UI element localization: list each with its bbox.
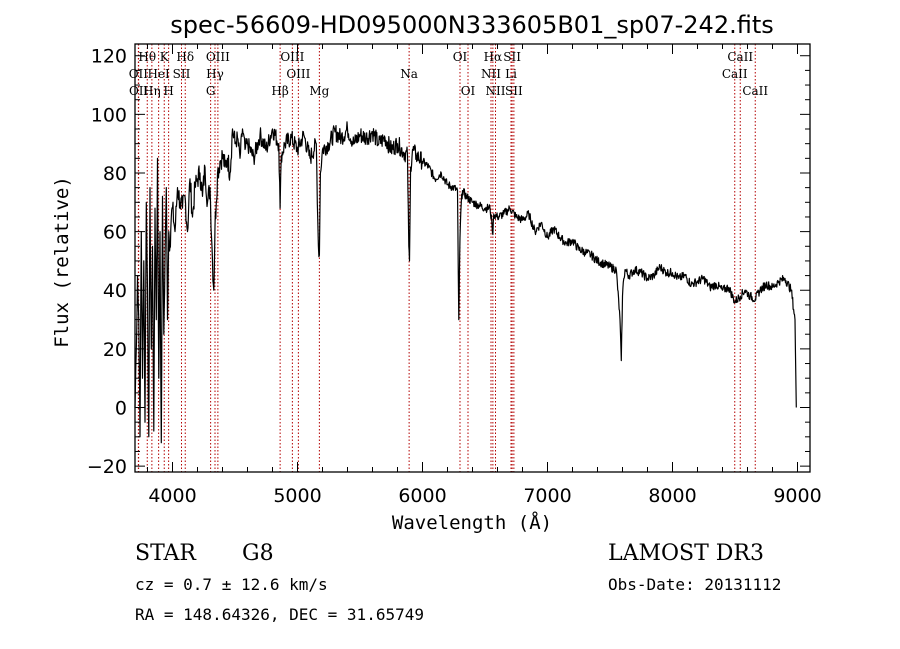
- marker-label-17: OI: [453, 50, 468, 64]
- y-tick-label: 60: [103, 222, 127, 244]
- y-tick-label: 120: [91, 46, 127, 68]
- marker-label-8: SII: [173, 67, 191, 81]
- marker-label-25: CaII: [727, 50, 753, 64]
- marker-label-3: Hη: [143, 84, 161, 98]
- survey-name: LAMOST DR3: [608, 541, 764, 566]
- y-tick-label: −20: [87, 456, 127, 478]
- marker-label-10: Hγ: [206, 67, 224, 81]
- y-ticks: −20 0 20 40 60 80 100 120: [87, 46, 810, 478]
- coords-text: RA = 148.64326, DEC = 31.65749: [135, 605, 424, 624]
- redshift-text: cz = 0.7 ± 12.6 km/s: [135, 575, 328, 594]
- marker-label-20: SII: [503, 50, 521, 64]
- obs-date-text: Obs-Date: 20131112: [608, 575, 781, 594]
- marker-label-7: Hδ: [176, 50, 194, 64]
- marker-label-27: CaII: [742, 84, 768, 98]
- y-tick-label: 100: [91, 104, 127, 126]
- y-tick-label: 40: [103, 280, 127, 302]
- marker-label-16: Na: [400, 67, 418, 81]
- marker-label-2: OII: [129, 84, 149, 98]
- marker-label-9: OIII: [206, 50, 230, 64]
- x-tick-label: 4000: [148, 485, 196, 507]
- marker-label-23: NII: [486, 84, 506, 98]
- marker-label-24: SII: [505, 84, 523, 98]
- y-tick-label: 20: [103, 339, 127, 361]
- marker-lines: [137, 44, 756, 472]
- marker-label-1: OII: [129, 67, 149, 81]
- marker-label-19: Hα: [484, 50, 503, 64]
- marker-label-22: Li: [505, 67, 517, 81]
- y-tick-label: 0: [115, 398, 127, 420]
- x-tick-label: 9000: [773, 485, 821, 507]
- marker-label-13: OIII: [286, 67, 310, 81]
- x-ticks: 4000 5000 6000 7000 8000 9000: [147, 44, 822, 507]
- marker-label-14: Hβ: [271, 84, 288, 98]
- x-axis-label: Wavelength (Å): [392, 511, 552, 534]
- marker-label-12: OIII: [280, 50, 304, 64]
- x-tick-label: 7000: [523, 485, 571, 507]
- marker-label-0: Hθ: [138, 50, 156, 64]
- x-tick-label: 8000: [648, 485, 696, 507]
- marker-label-26: CaII: [722, 67, 748, 81]
- marker-label-21: NII: [481, 67, 501, 81]
- x-tick-label: 5000: [273, 485, 321, 507]
- marker-label-5: HeI: [147, 67, 170, 81]
- marker-label-18: OI: [461, 84, 476, 98]
- marker-label-6: H: [163, 84, 173, 98]
- y-tick-label: 80: [103, 163, 127, 185]
- marker-label-11: G: [206, 84, 216, 98]
- chart-title: spec-56609-HD095000N333605B01_sp07-242.f…: [170, 11, 774, 39]
- y-axis-label: Flux (relative): [51, 176, 73, 348]
- marker-label-15: Mg: [309, 84, 329, 98]
- plot-frame: [134, 43, 811, 473]
- spectrum-line: [134, 121, 797, 444]
- object-class: STAR: [135, 541, 197, 566]
- object-subclass: G8: [242, 541, 274, 566]
- marker-label-4: K: [160, 50, 170, 64]
- x-tick-label: 6000: [398, 485, 446, 507]
